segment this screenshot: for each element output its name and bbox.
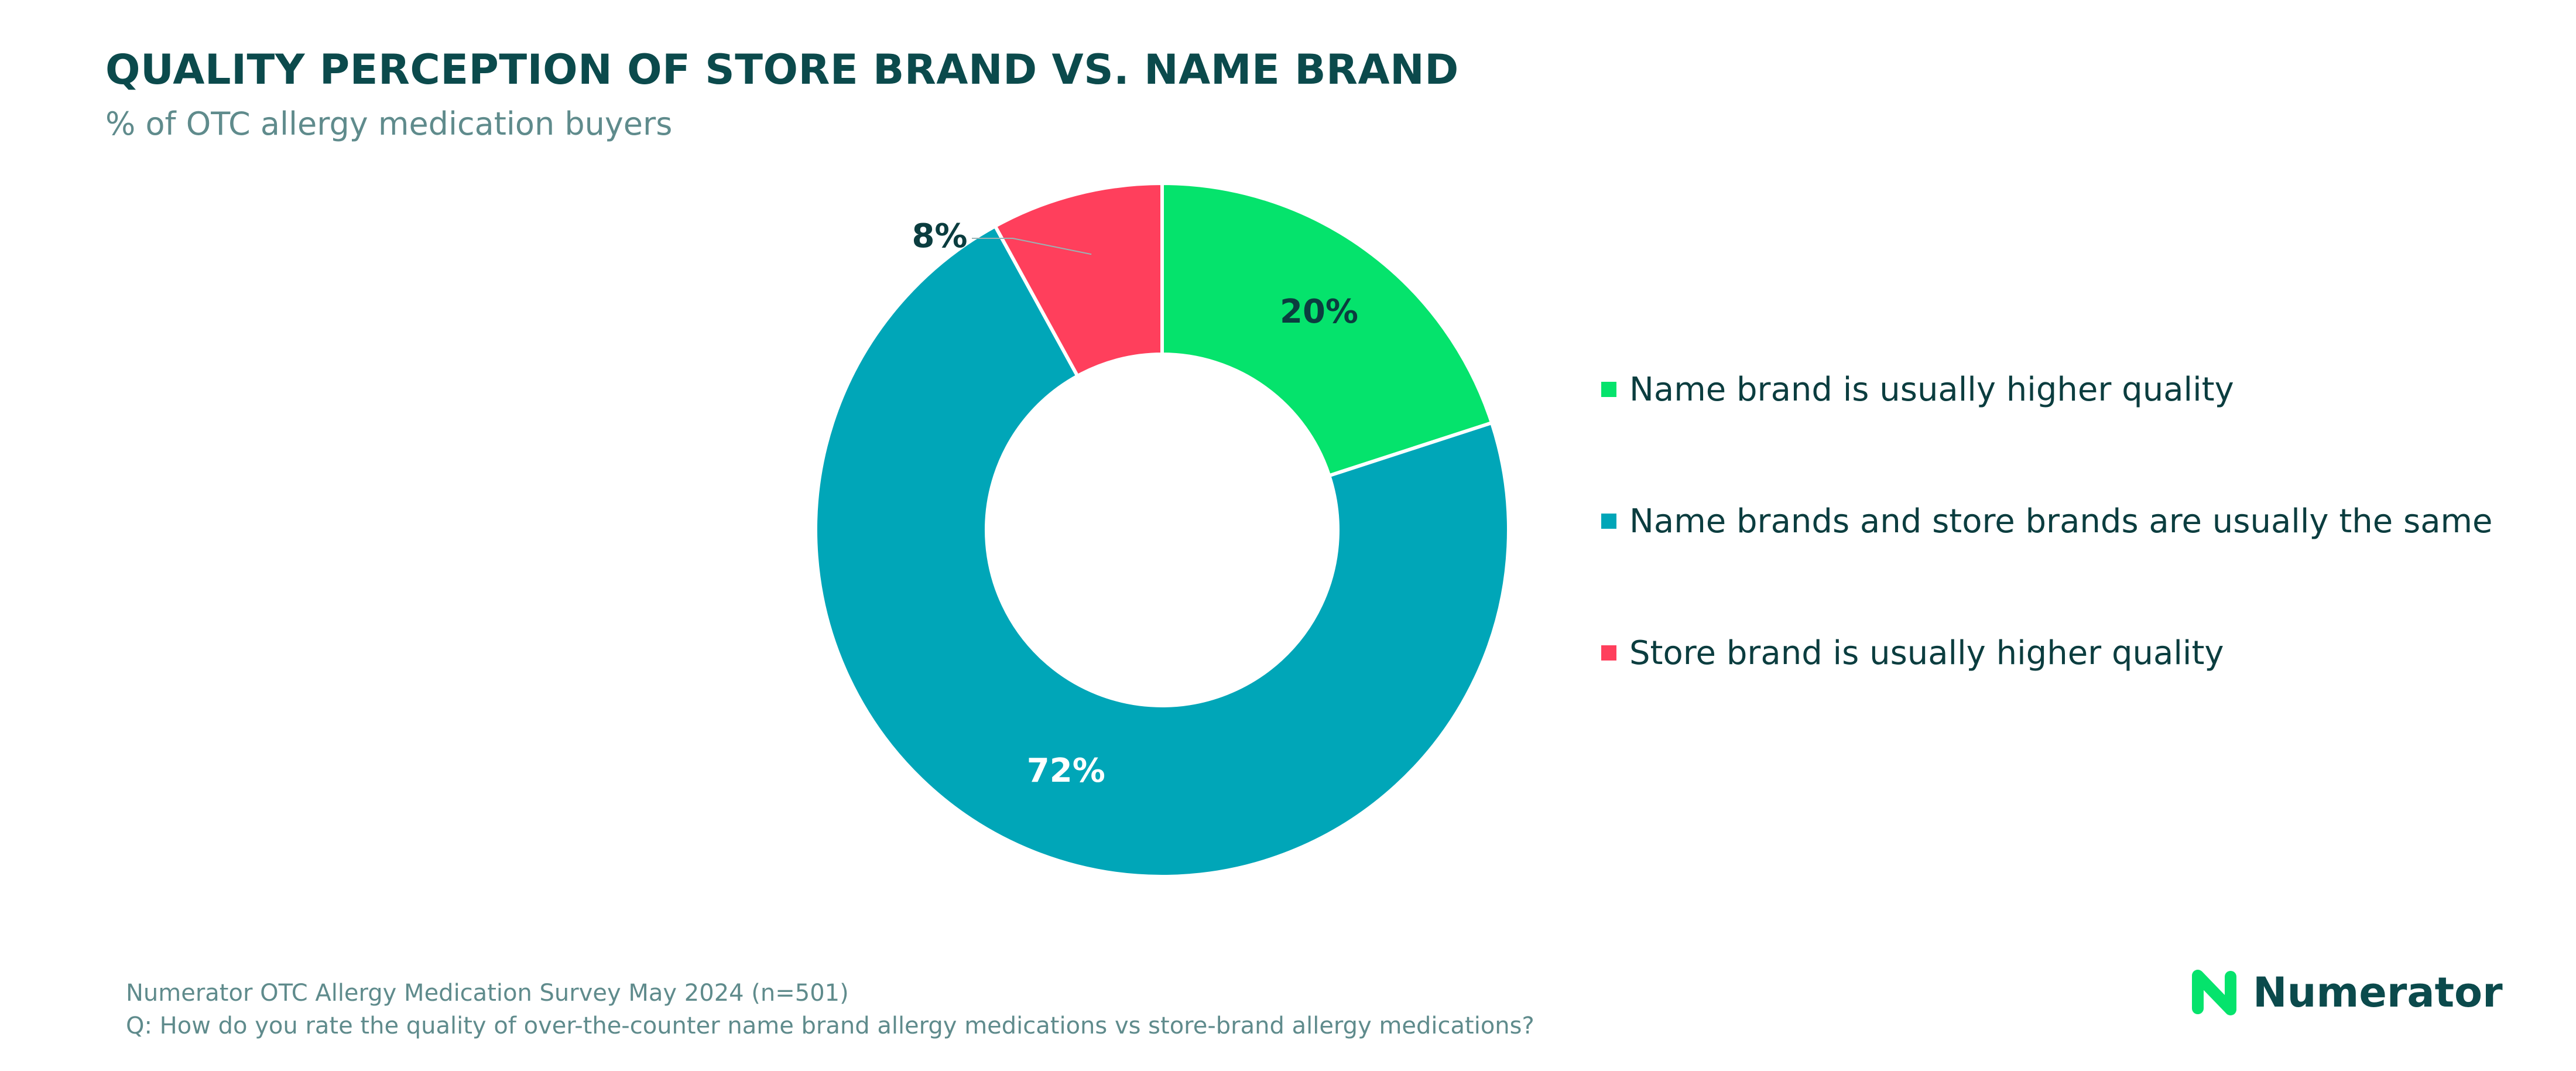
slice-store-brand bbox=[992, 181, 1164, 379]
donut-slices bbox=[814, 181, 1510, 878]
source-note: Numerator OTC Allergy Medication Survey … bbox=[126, 977, 1534, 1042]
chart-title: QUALITY PERCEPTION OF STORE BRAND VS. NA… bbox=[105, 46, 1459, 94]
legend-swatch bbox=[1601, 382, 1616, 397]
slice-value-label: 20% bbox=[1280, 293, 1358, 331]
legend-label: Name brands and store brands are usually… bbox=[1629, 502, 2493, 540]
slice-value-label: 72% bbox=[1027, 752, 1105, 790]
numerator-n-icon bbox=[2192, 970, 2236, 1015]
legend-item-name-brand: Name brand is usually higher quality bbox=[1601, 366, 2538, 413]
chart-legend: Name brand is usually higher quality Nam… bbox=[1601, 366, 2538, 761]
logo-text: Numerator bbox=[2253, 969, 2503, 1017]
slice-same bbox=[814, 224, 1510, 878]
legend-item-store-brand: Store brand is usually higher quality bbox=[1601, 629, 2538, 676]
leader-line bbox=[972, 238, 1092, 255]
slice-labels: 20% 72% 8% bbox=[912, 217, 1358, 790]
chart-subtitle: % of OTC allergy medication buyers bbox=[105, 105, 673, 142]
legend-swatch bbox=[1601, 514, 1616, 529]
legend-label: Store brand is usually higher quality bbox=[1629, 634, 2224, 672]
slice-value-label: 8% bbox=[912, 217, 967, 255]
question-line: Q: How do you rate the quality of over-t… bbox=[126, 1012, 1534, 1039]
legend-item-same: Name brands and store brands are usually… bbox=[1601, 498, 2538, 545]
numerator-logo: Numerator bbox=[2191, 966, 2503, 1019]
slice-name-brand bbox=[1160, 181, 1494, 478]
source-line: Numerator OTC Allergy Medication Survey … bbox=[126, 980, 849, 1007]
legend-label: Name brand is usually higher quality bbox=[1629, 370, 2234, 409]
legend-swatch bbox=[1601, 645, 1616, 661]
